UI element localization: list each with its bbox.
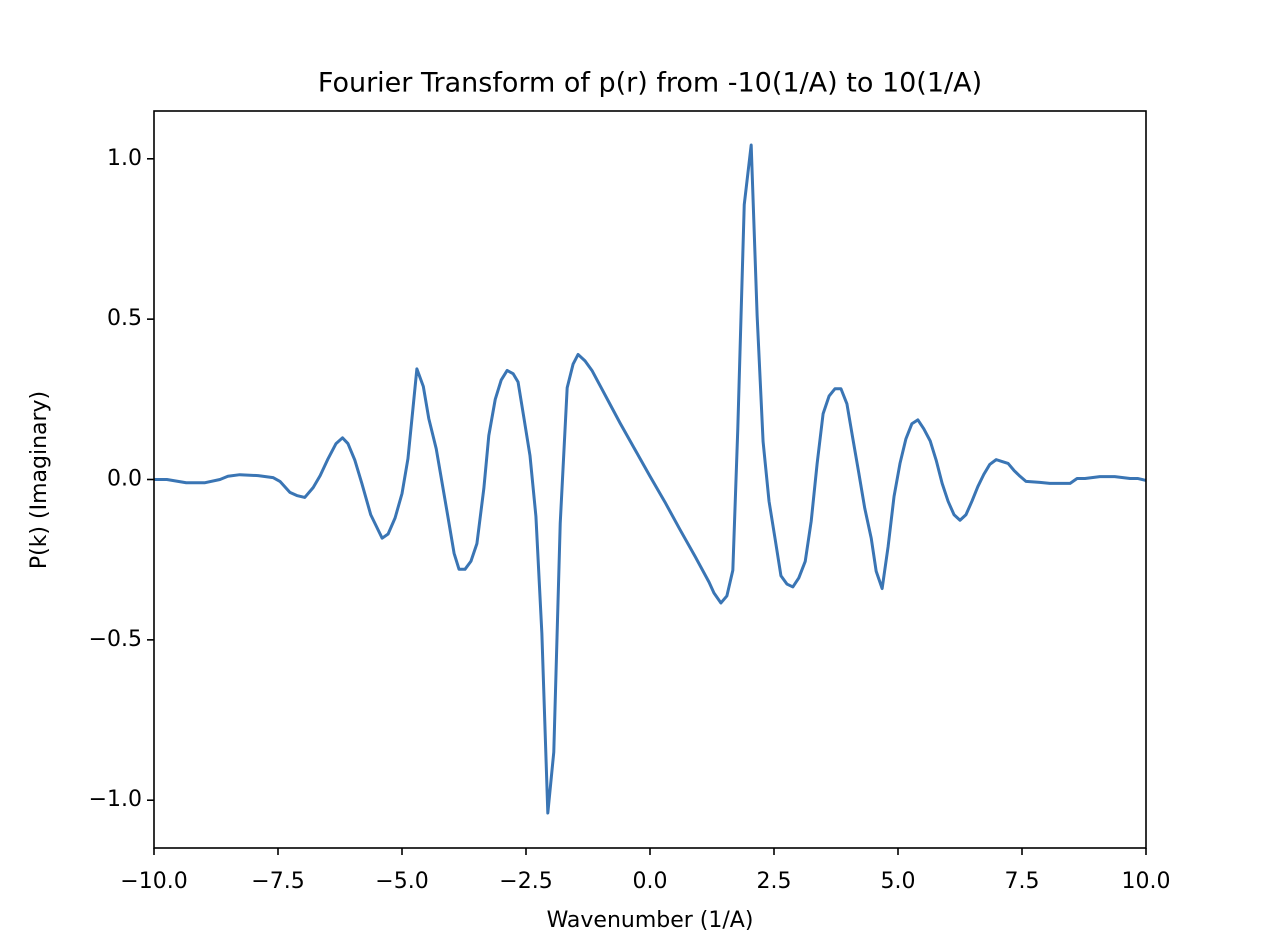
x-tick-label: −7.5 — [251, 869, 304, 894]
x-tick-label: 5.0 — [881, 869, 916, 894]
y-axis-label: P(k) (Imaginary) — [27, 391, 52, 569]
y-tick-label: −0.5 — [89, 627, 142, 652]
x-tick-label: −5.0 — [375, 869, 428, 894]
y-tick-label: −1.0 — [89, 787, 142, 812]
x-tick-label: 2.5 — [757, 869, 792, 894]
x-axis-label: Wavenumber (1/A) — [547, 908, 754, 933]
x-tick-label: 0.0 — [633, 869, 668, 894]
y-tick-label: 0.5 — [107, 306, 142, 331]
x-tick-label: −10.0 — [120, 869, 187, 894]
data-line — [154, 143, 1147, 815]
y-tick-label: 0.0 — [107, 467, 142, 492]
x-tick-label: 7.5 — [1005, 869, 1040, 894]
x-tick-label: 10.0 — [1122, 869, 1171, 894]
x-tick-label: −2.5 — [499, 869, 552, 894]
chart-title: Fourier Transform of p(r) from -10(1/A) … — [318, 68, 982, 99]
plot-frame — [153, 110, 1147, 849]
y-tick-label: 1.0 — [107, 146, 142, 171]
